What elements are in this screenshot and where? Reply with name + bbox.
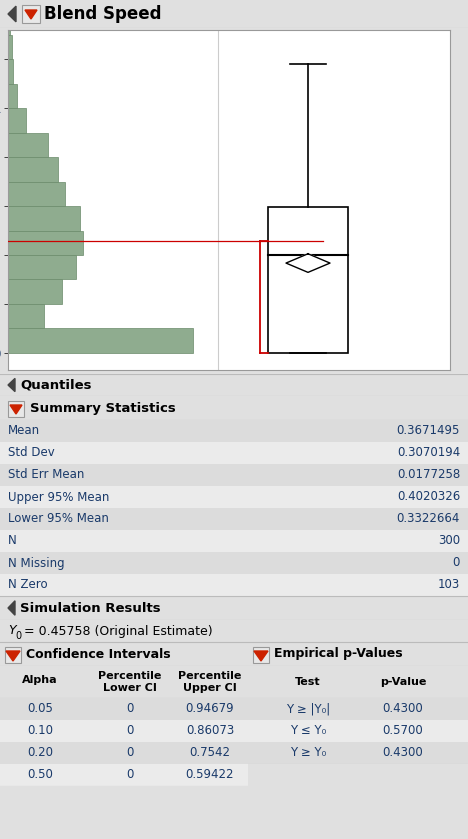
Polygon shape [8, 6, 16, 22]
Bar [0, 574, 468, 596]
Bar [0, 698, 248, 720]
Text: Blend Speed: Blend Speed [44, 5, 161, 23]
Bar [8, 279, 62, 304]
Bar [0, 486, 468, 508]
Bar [8, 206, 80, 231]
Text: 0.4300: 0.4300 [383, 747, 424, 759]
Text: 0.94679: 0.94679 [186, 702, 234, 716]
Text: = 0.45758 (Original Estimate): = 0.45758 (Original Estimate) [20, 624, 212, 638]
Text: 0.10: 0.10 [27, 725, 53, 737]
Polygon shape [254, 651, 268, 661]
Text: Confidence Intervals: Confidence Intervals [26, 648, 171, 660]
Text: Simulation Results: Simulation Results [20, 602, 161, 614]
Bar [268, 207, 348, 353]
Text: 0.7542: 0.7542 [190, 747, 231, 759]
Text: 0: 0 [126, 725, 134, 737]
Text: 0.3070194: 0.3070194 [397, 446, 460, 460]
Text: 300: 300 [438, 534, 460, 548]
Text: Y ≥ Y₀: Y ≥ Y₀ [290, 747, 326, 759]
Bar [8, 401, 24, 417]
Text: N: N [8, 534, 17, 548]
Polygon shape [8, 601, 15, 615]
Text: 0.4020326: 0.4020326 [397, 491, 460, 503]
Bar [0, 464, 468, 486]
Text: 0.20: 0.20 [27, 747, 53, 759]
Text: Lower CI: Lower CI [103, 684, 157, 693]
Bar [0, 552, 468, 574]
Bar [8, 328, 193, 353]
Text: 0: 0 [126, 702, 134, 716]
Text: 0.3322664: 0.3322664 [396, 513, 460, 525]
Text: Mean: Mean [8, 425, 40, 437]
Text: p-Value: p-Value [380, 677, 426, 687]
Text: Upper 95% Mean: Upper 95% Mean [8, 491, 110, 503]
Text: 0.4300: 0.4300 [383, 702, 424, 716]
Polygon shape [286, 253, 330, 273]
Text: Std Dev: Std Dev [8, 446, 55, 460]
Polygon shape [10, 405, 22, 414]
Bar [248, 698, 468, 720]
Text: Lower 95% Mean: Lower 95% Mean [8, 513, 109, 525]
Text: Percentile: Percentile [178, 670, 241, 680]
Bar [0, 530, 468, 552]
Text: Std Err Mean: Std Err Mean [8, 468, 84, 482]
Bar [0, 442, 468, 464]
Text: 0.0177258: 0.0177258 [397, 468, 460, 482]
Text: 0: 0 [453, 556, 460, 570]
Bar [248, 742, 468, 764]
Text: Y ≥ |Y₀|: Y ≥ |Y₀| [286, 702, 330, 716]
Text: N Zero: N Zero [8, 579, 48, 591]
Polygon shape [8, 378, 15, 392]
Bar [8, 157, 58, 182]
Text: Y ≤ Y₀: Y ≤ Y₀ [290, 725, 326, 737]
Bar [8, 60, 14, 84]
Bar [8, 133, 48, 157]
Text: Empirical p-Values: Empirical p-Values [274, 648, 402, 660]
Text: 0.86073: 0.86073 [186, 725, 234, 737]
Text: Percentile: Percentile [98, 670, 161, 680]
Bar [8, 10, 10, 35]
Polygon shape [25, 10, 37, 19]
Text: Test: Test [295, 677, 321, 687]
Text: Upper CI: Upper CI [183, 684, 237, 693]
Bar [8, 231, 83, 255]
Bar [0, 508, 468, 530]
Bar [8, 108, 26, 133]
Text: Y: Y [8, 624, 15, 638]
Bar [8, 304, 44, 328]
Bar [0, 420, 468, 442]
Bar [5, 647, 21, 663]
Text: 0: 0 [126, 747, 134, 759]
Text: 0: 0 [15, 631, 21, 641]
Bar [0, 764, 248, 786]
Text: 0.3671495: 0.3671495 [396, 425, 460, 437]
Bar [8, 255, 76, 279]
Text: 0.59422: 0.59422 [186, 769, 234, 781]
Bar [8, 35, 12, 60]
Bar [248, 720, 468, 742]
Bar [0, 720, 248, 742]
Text: 0.05: 0.05 [27, 702, 53, 716]
Text: Summary Statistics: Summary Statistics [30, 402, 176, 414]
Bar [8, 84, 17, 108]
Bar [253, 647, 269, 663]
Bar [0, 742, 248, 764]
Text: 0.5700: 0.5700 [383, 725, 424, 737]
Text: Alpha: Alpha [22, 675, 58, 685]
Text: 0.50: 0.50 [27, 769, 53, 781]
Bar [22, 5, 40, 23]
Polygon shape [6, 651, 20, 661]
Text: 103: 103 [438, 579, 460, 591]
Text: Quantiles: Quantiles [20, 378, 92, 392]
Bar [8, 182, 66, 206]
Text: N Missing: N Missing [8, 556, 65, 570]
Text: 0: 0 [126, 769, 134, 781]
